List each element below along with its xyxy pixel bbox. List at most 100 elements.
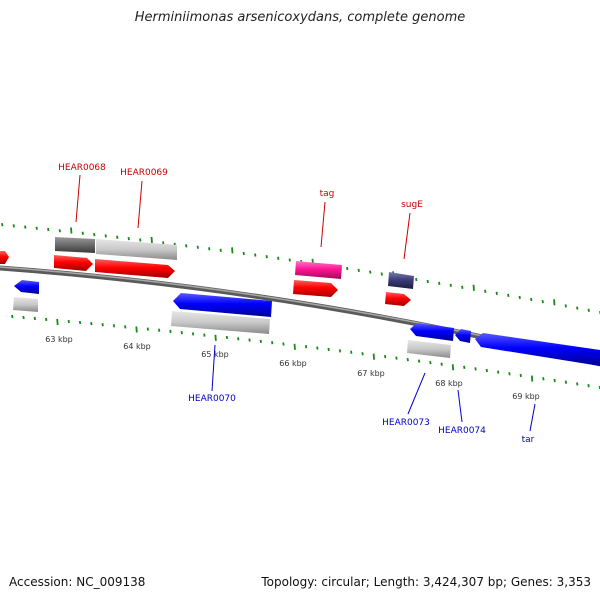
minor-tick-bottom (45, 317, 48, 322)
minor-tick-bottom (384, 354, 387, 359)
gene-arrow-tar[interactable] (475, 333, 600, 366)
genome-summary-text: Topology: circular; Length: 3,424,307 bp… (261, 575, 591, 589)
gene-label-top[interactable]: sugE (401, 200, 423, 210)
gene-label-top[interactable]: HEAR0069 (120, 168, 168, 178)
minor-tick-top (346, 266, 349, 271)
minor-tick-bottom (327, 347, 330, 352)
gene-arrow-hear0069[interactable] (95, 259, 175, 278)
gene-label-leader-top (403, 212, 411, 260)
minor-tick-bottom (338, 349, 342, 353)
feature-box-hear0073 (407, 340, 451, 358)
minor-tick-top (380, 272, 383, 276)
minor-tick-bottom (78, 320, 82, 325)
minor-tick-top (507, 293, 510, 298)
gene-label-top[interactable]: tag (320, 189, 335, 199)
gene-label-bottom[interactable]: HEAR0074 (438, 426, 486, 436)
minor-tick-top (426, 279, 429, 284)
gene-label-top[interactable]: HEAR0068 (58, 163, 106, 173)
gene-label-bottom[interactable]: HEAR0073 (382, 418, 430, 428)
minor-tick-bottom (225, 335, 229, 340)
minor-tick-top (116, 235, 119, 239)
gene-label-leader-bottom (211, 344, 216, 392)
minor-tick-bottom (146, 327, 149, 331)
minor-tick-top (541, 299, 544, 304)
major-tick-bottom (56, 318, 59, 326)
gene-arrow-hear0068[interactable] (54, 255, 93, 271)
major-tick-bottom (530, 375, 534, 382)
minor-tick-bottom (11, 314, 14, 319)
minor-tick-top (219, 248, 222, 252)
minor-tick-top (449, 283, 452, 287)
gene-arrow-hear0070[interactable] (173, 293, 272, 317)
minor-tick-bottom (316, 346, 319, 350)
scale-label: 67 kbp (357, 369, 385, 378)
gene-label-leader-top (137, 180, 143, 229)
minor-tick-bottom (508, 372, 511, 376)
gene-label-leader-top (320, 201, 326, 248)
minor-tick-top (288, 258, 291, 262)
scale-label: 65 kbp (201, 350, 229, 359)
gene-arrow-tag-feature[interactable] (295, 261, 342, 279)
scale-label: 69 kbp (512, 392, 540, 401)
minor-tick-top (587, 308, 590, 312)
minor-tick-bottom (203, 333, 206, 337)
scale-label: 68 kbp (435, 379, 463, 388)
minor-tick-bottom (485, 368, 488, 373)
gene-label-bottom[interactable]: HEAR0070 (188, 394, 236, 404)
minor-tick-bottom (304, 345, 308, 349)
scale-label: 64 kbp (123, 342, 151, 351)
major-tick-bottom (372, 353, 375, 360)
major-tick-top (231, 247, 234, 254)
scale-label: 63 kbp (45, 335, 73, 344)
minor-tick-top (162, 241, 165, 245)
minor-tick-top (208, 247, 211, 251)
gene-arrow-hear0074[interactable] (455, 329, 471, 343)
major-tick-bottom (135, 326, 138, 333)
minor-tick-top (254, 253, 257, 257)
gene-arrow-hear0073[interactable] (410, 323, 454, 341)
minor-tick-bottom (417, 359, 421, 363)
minor-tick-bottom (237, 337, 240, 341)
feature-box-left (13, 297, 38, 312)
minor-tick-top (127, 236, 130, 241)
minor-tick-bottom (282, 342, 285, 346)
map-title: Herminiimonas arsenicoxydans, complete g… (134, 10, 466, 25)
minor-tick-bottom (587, 384, 590, 388)
minor-tick-top (415, 277, 418, 282)
minor-tick-bottom (33, 316, 36, 321)
minor-tick-top (265, 255, 268, 259)
gene-label-layer: 63 kbp 64 kbp 65 kbp 66 kbp 67 kbp 68 kbp 69 k… (45, 163, 540, 445)
minor-tick-bottom (406, 357, 409, 362)
major-tick-bottom (214, 334, 217, 341)
minor-tick-top (81, 231, 84, 235)
minor-tick-top (369, 270, 372, 274)
gene-arrow-reverse-left[interactable] (14, 280, 39, 294)
minor-tick-bottom (350, 350, 353, 354)
scale-ticks-bottom (11, 314, 600, 390)
major-tick-bottom (293, 343, 296, 350)
minor-tick-bottom (553, 378, 556, 383)
major-tick-top (150, 236, 153, 244)
minor-tick-bottom (474, 367, 477, 371)
minor-tick-top (93, 232, 96, 237)
minor-tick-top (277, 256, 280, 260)
minor-tick-top (564, 304, 567, 308)
gene-feature-sugE[interactable] (388, 272, 414, 289)
minor-tick-bottom (248, 338, 251, 342)
minor-tick-top (461, 285, 464, 289)
gene-label-leader-bottom (407, 372, 426, 415)
minor-tick-top (104, 234, 107, 238)
gene-arrow-tag[interactable] (293, 280, 338, 297)
minor-tick-bottom (429, 360, 432, 365)
gene-label-bottom[interactable]: tar (522, 435, 535, 445)
minor-tick-top (357, 268, 360, 272)
major-tick-top (70, 227, 73, 234)
minor-tick-top (530, 297, 533, 302)
minor-tick-bottom (361, 352, 364, 356)
gene-arrow-partial-left[interactable] (0, 251, 9, 264)
major-tick-bottom (451, 364, 455, 371)
minor-tick-top (35, 226, 38, 230)
gene-arrow-sugE[interactable] (385, 292, 411, 306)
